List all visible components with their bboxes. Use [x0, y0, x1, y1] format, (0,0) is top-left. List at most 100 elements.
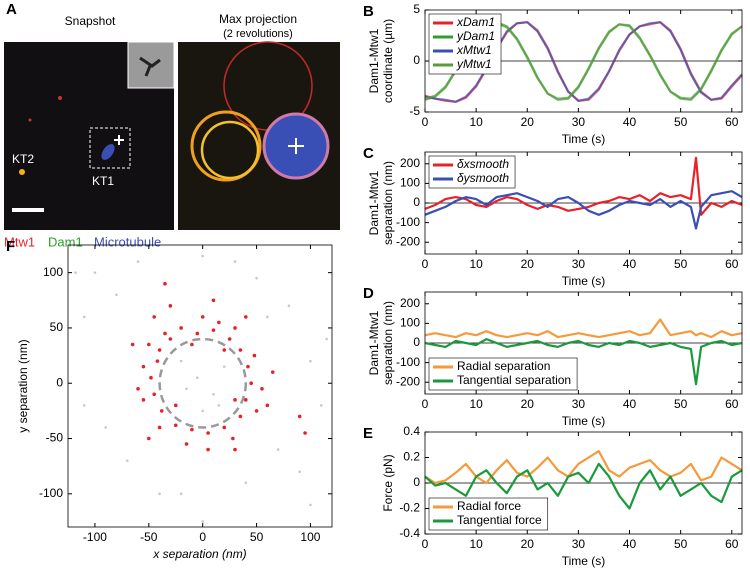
y-tick-label: 100: [43, 265, 63, 279]
scale-bar: [12, 208, 44, 212]
image-subtitle: (2 revolutions): [223, 28, 293, 40]
x-tick-label: 0: [422, 537, 429, 551]
scatter-point: [168, 304, 173, 308]
y-axis-label: Force (pN): [381, 454, 395, 511]
scatter-point: [211, 298, 216, 303]
scatter-point: [152, 392, 157, 397]
scatter-point: [255, 276, 258, 280]
legend-box: [428, 357, 578, 391]
legend-label: δxsmooth: [457, 157, 509, 171]
legend-box: [428, 155, 516, 189]
y-tick-label: 0: [413, 475, 420, 489]
scatter-point: [149, 375, 153, 380]
panel-a: A Snapshot Max projection (2 revolutions…: [4, 1, 340, 249]
scatter-point: [200, 315, 205, 319]
y-axis-label: Dam1-Mtw1: [367, 170, 381, 235]
y-tick-label: -0.2: [399, 501, 420, 515]
chart-F: F -100 -50 0 50 100 -100 -50 0 50 100 x separation …: [6, 238, 333, 561]
scatter-point: [141, 364, 146, 369]
series-line: [424, 190, 743, 230]
scatter-point: [157, 348, 162, 352]
x-tick-label: 20: [521, 115, 535, 129]
plot-frame: [424, 431, 743, 535]
scatter-point: [217, 404, 221, 407]
x-tick-label: 0: [422, 257, 429, 271]
y-tick-label: 200: [400, 156, 420, 170]
series-line: [424, 21, 743, 103]
spot: [28, 118, 32, 122]
x-tick-label: 0: [422, 115, 429, 129]
x-tick-label: 60: [725, 397, 739, 411]
y-tick-label: -200: [396, 374, 420, 388]
scatter-point: [195, 331, 200, 336]
scatter-point: [179, 492, 183, 496]
scatter-point: [115, 293, 118, 297]
image-title: Max projection: [219, 12, 297, 26]
scatter-point: [222, 425, 227, 430]
panel-letter: A: [6, 1, 17, 18]
scatter-point: [179, 359, 183, 363]
scatter-point: [238, 414, 243, 419]
cross-mark: [288, 138, 304, 154]
channel-label: Dam1: [48, 234, 83, 249]
scatter-point: [125, 459, 129, 462]
chart-E: E 0 10 20 30 40 50 60 -0.4 -0.2 0 0.2 0.4 Time (s) For…: [363, 424, 743, 568]
y-tick-label: 200: [400, 296, 420, 310]
x-tick-label: 30: [572, 397, 586, 411]
series-line: [424, 318, 743, 339]
scatter-point: [173, 423, 178, 428]
scatter-point: [190, 427, 194, 432]
scatter-point: [233, 260, 237, 263]
x-tick-label: 40: [623, 257, 637, 271]
legend-label: Tangential separation: [457, 373, 571, 387]
scatter-point: [222, 348, 227, 352]
fit-circle: [158, 337, 248, 429]
scatter-point: [82, 315, 86, 319]
y-tick-label: -100: [396, 215, 420, 229]
scatter-point: [104, 426, 108, 429]
y-tick-label: 0: [413, 335, 420, 349]
trace-ring: [190, 110, 262, 182]
y-tick-label: 0.2: [403, 450, 420, 464]
legend-label: yDam1: [456, 29, 495, 43]
x-tick-label: -50: [140, 530, 158, 544]
y-tick-label: 5: [413, 2, 420, 16]
panel-letter: D: [363, 285, 374, 302]
scatter-point: [185, 387, 188, 391]
legend-label: δysmooth: [457, 171, 509, 185]
scatter-point: [179, 326, 183, 330]
scatter-point: [265, 403, 270, 408]
y-tick-label: -50: [46, 431, 64, 445]
x-tick-label: 40: [623, 115, 637, 129]
legend-label: xDam1: [456, 15, 495, 29]
scatter-point: [297, 414, 302, 419]
scatter-point: [298, 470, 301, 474]
plot-frame: [424, 151, 743, 255]
x-tick-label: 30: [572, 257, 586, 271]
legend-label: xMtw1: [456, 43, 492, 57]
y-axis-label: Dam1-Mtw1: [367, 28, 381, 93]
scatter-point: [147, 342, 151, 347]
scatter-point: [227, 337, 232, 341]
scatter-point: [93, 271, 97, 274]
plot-frame: [424, 9, 743, 113]
x-tick-label: 0: [199, 530, 206, 544]
chart-C: C 0 10 20 30 40 50 60 -200 -100 0 100 200 Time (s) Dam…: [363, 145, 743, 288]
scatter-point: [190, 342, 194, 347]
scatter-point: [74, 271, 77, 274]
x-axis-label: Time (s): [562, 554, 606, 568]
x-axis-label: Time (s): [562, 414, 606, 428]
scatter-point: [206, 431, 210, 435]
kt-label: KT1: [92, 174, 114, 188]
scatter-point: [231, 436, 235, 441]
scatter-point: [152, 315, 157, 319]
kt-label: KT2: [12, 152, 34, 166]
scatter-point: [163, 331, 167, 336]
panel-letter: F: [6, 238, 15, 255]
scatter-point: [159, 409, 164, 413]
